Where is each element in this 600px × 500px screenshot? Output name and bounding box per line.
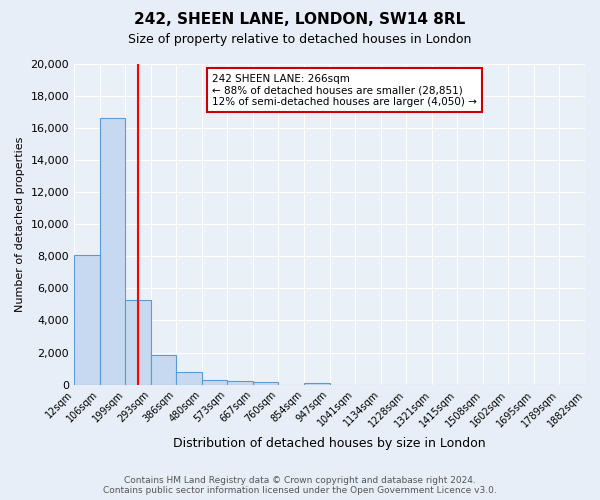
Bar [304, 382, 329, 384]
Bar [227, 382, 253, 384]
Bar [202, 380, 227, 384]
Text: 242 SHEEN LANE: 266sqm
← 88% of detached houses are smaller (28,851)
12% of semi: 242 SHEEN LANE: 266sqm ← 88% of detached… [212, 74, 477, 107]
Bar [125, 300, 151, 384]
Bar [253, 382, 278, 384]
Text: Contains HM Land Registry data © Crown copyright and database right 2024.
Contai: Contains HM Land Registry data © Crown c… [103, 476, 497, 495]
Bar [74, 254, 100, 384]
Text: Size of property relative to detached houses in London: Size of property relative to detached ho… [128, 32, 472, 46]
X-axis label: Distribution of detached houses by size in London: Distribution of detached houses by size … [173, 437, 486, 450]
Y-axis label: Number of detached properties: Number of detached properties [15, 136, 25, 312]
Text: 242, SHEEN LANE, LONDON, SW14 8RL: 242, SHEEN LANE, LONDON, SW14 8RL [134, 12, 466, 28]
Bar [100, 118, 125, 384]
Bar [151, 355, 176, 384]
Bar [176, 372, 202, 384]
